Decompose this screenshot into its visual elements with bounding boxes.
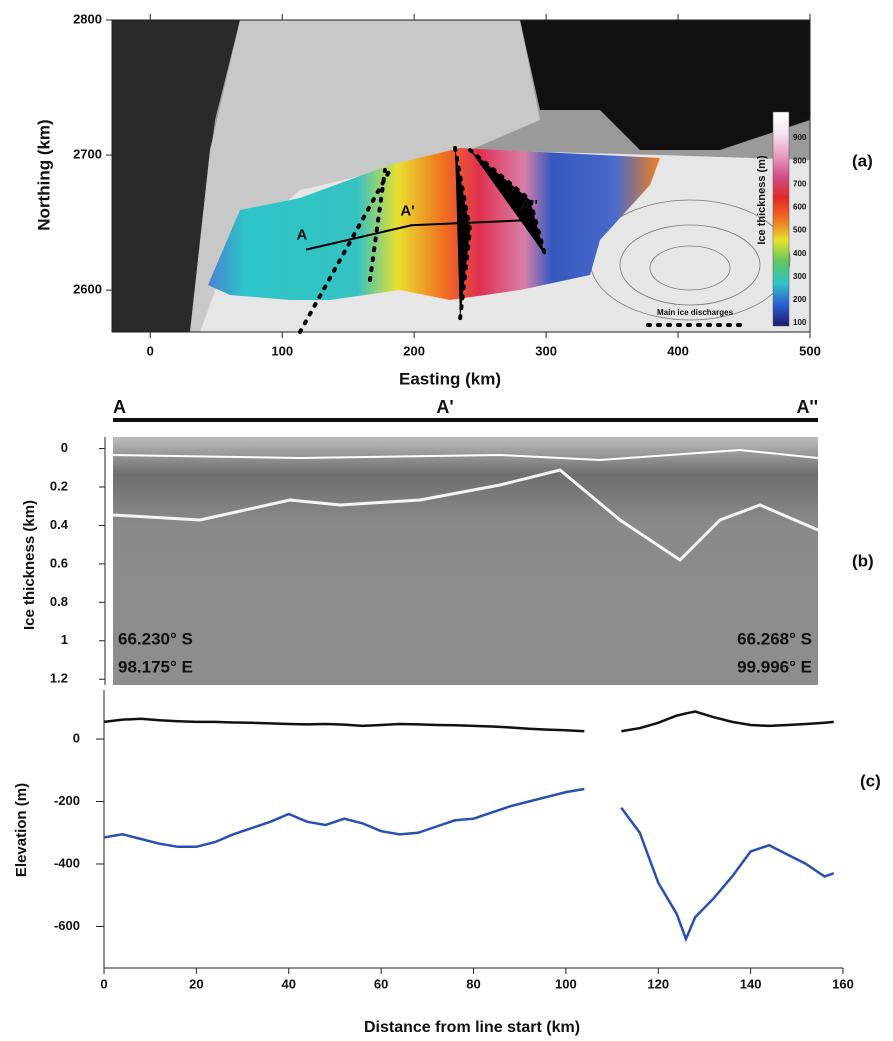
y-axis-label: Elevation (m): [13, 783, 30, 877]
section-label: A: [113, 397, 126, 417]
profile-label: A: [297, 227, 308, 244]
y-tick-label: 0.8: [50, 594, 68, 609]
x-axis-label: Easting (km): [399, 369, 501, 388]
y-tick-label: 1: [61, 632, 68, 647]
coordinate-label: 66.230° S: [118, 629, 193, 648]
colorbar-tick-label: 100: [793, 318, 807, 327]
colorbar-tick-label: 200: [793, 295, 807, 304]
y-axis-label: Ice thickness (km): [21, 500, 38, 630]
colorbar-tick-label: 900: [793, 133, 807, 142]
x-tick-label: 60: [374, 976, 388, 991]
panel-label: (b): [852, 551, 874, 570]
y-tick-label: -600: [54, 918, 80, 933]
x-tick-label: 0: [100, 976, 107, 991]
colorbar-tick-label: 500: [793, 226, 807, 235]
plot-frame: [111, 19, 811, 333]
x-tick-label: 200: [403, 343, 425, 358]
colorbar-tick-label: 300: [793, 272, 807, 281]
coordinate-label: 99.996° E: [737, 657, 812, 676]
y-tick-label: 2800: [73, 11, 102, 26]
section-label: A': [436, 397, 453, 417]
y-tick-label: -400: [54, 855, 80, 870]
y-tick-label: 0.6: [50, 555, 68, 570]
colorbar-tick-label: 400: [793, 249, 807, 258]
colorbar-tick-label: 800: [793, 156, 807, 165]
map-image: [112, 20, 810, 334]
y-tick-label: 2700: [73, 147, 102, 162]
y-tick-label: 1.2: [50, 671, 68, 686]
y-tick-label: 0: [73, 730, 80, 745]
legend-label: Main ice discharges: [657, 308, 734, 317]
x-tick-label: 100: [555, 976, 577, 991]
x-axis-label: Distance from line start (km): [364, 1019, 580, 1036]
profile-label: A': [400, 202, 414, 219]
y-tick-label: -200: [54, 793, 80, 808]
x-tick-label: 400: [667, 343, 689, 358]
colorbar-tick-label: 1000: [793, 110, 811, 119]
profile-label: A'': [520, 197, 538, 214]
radargram-image: [112, 418, 819, 685]
x-tick-label: 500: [799, 343, 821, 358]
x-tick-label: 80: [466, 976, 480, 991]
colorbar-label: Ice thickness (m): [756, 155, 768, 245]
series-line: [103, 710, 834, 733]
section-label: A'': [796, 397, 818, 417]
colorbar-tick-label: 600: [793, 203, 807, 212]
x-tick-label: 300: [535, 343, 557, 358]
panel-label: (a): [852, 151, 873, 170]
y-tick-label: 0.4: [50, 517, 69, 532]
x-tick-label: 20: [189, 976, 203, 991]
x-tick-label: 120: [647, 976, 669, 991]
y-axis-label: Northing (km): [34, 119, 53, 230]
x-tick-label: 0: [147, 343, 154, 358]
colorbar-tick-label: 700: [793, 179, 807, 188]
x-tick-label: 160: [832, 976, 854, 991]
panel-label: (c): [860, 771, 881, 790]
x-tick-label: 100: [271, 343, 293, 358]
x-tick-label: 140: [740, 976, 762, 991]
coordinate-label: 66.268° S: [737, 629, 812, 648]
profile-line: [305, 218, 533, 251]
coordinate-label: 98.175° E: [118, 657, 193, 676]
x-tick-label: 40: [282, 976, 296, 991]
colorbar: [772, 111, 790, 327]
y-tick-label: 0: [61, 440, 68, 455]
y-tick-label: 2600: [73, 282, 102, 297]
y-tick-label: 0.2: [50, 478, 68, 493]
series-line: [103, 787, 835, 943]
